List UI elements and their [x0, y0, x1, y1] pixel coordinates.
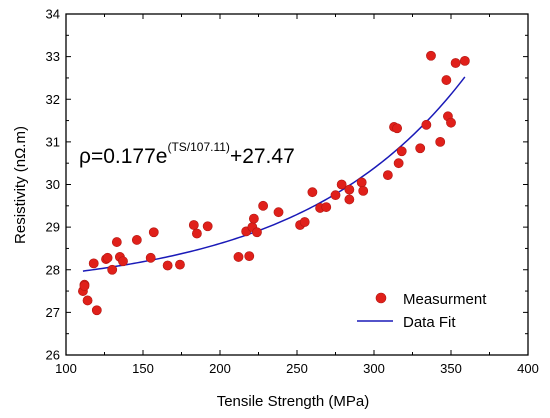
data-point [356, 177, 367, 188]
x-tick-label: 300 [363, 361, 385, 376]
y-tick-label: 33 [46, 49, 60, 64]
data-point [441, 75, 452, 85]
y-tick-label: 26 [46, 348, 60, 363]
data-point [393, 158, 404, 169]
legend-marker-measurment [375, 292, 387, 304]
data-point [202, 221, 213, 232]
data-point [273, 207, 284, 218]
data-point [435, 136, 446, 147]
y-axis-ticks: 26 27 28 29 30 31 32 33 34 [46, 7, 528, 363]
data-point [191, 228, 202, 239]
data-point [446, 117, 456, 128]
fit-equation: ρ=0.177e(TS/107.11)+27.47 [79, 140, 295, 168]
data-point [252, 227, 262, 238]
x-axis-ticks: 100 150 200 250 300 350 400 [55, 14, 539, 376]
data-point [421, 119, 432, 130]
data-point [450, 58, 461, 68]
x-tick-label: 100 [55, 361, 77, 376]
data-point [396, 146, 407, 157]
data-point [299, 217, 310, 227]
data-point [145, 252, 156, 263]
data-point [102, 252, 113, 263]
y-tick-label: 31 [46, 134, 60, 149]
data-point [392, 123, 402, 134]
y-tick-label: 34 [46, 7, 60, 22]
y-tick-label: 29 [46, 220, 60, 235]
x-tick-label: 400 [517, 361, 539, 376]
data-point [82, 295, 93, 306]
legend-label-data-fit: Data Fit [403, 314, 456, 331]
data-point [415, 143, 426, 154]
y-tick-label: 28 [46, 262, 60, 277]
data-point [459, 55, 470, 66]
data-point [244, 251, 255, 262]
fit-line-layer [82, 76, 466, 272]
x-tick-label: 200 [209, 361, 231, 376]
data-point [79, 281, 90, 291]
data-point [175, 259, 185, 270]
data-point [118, 256, 128, 267]
fit-equation-tail: +27.47 [230, 145, 295, 168]
fit-equation-base: ρ=0.177e [79, 145, 167, 168]
x-tick-label: 350 [440, 361, 462, 376]
data-point [258, 200, 269, 211]
data-point [148, 227, 159, 238]
data-point [107, 264, 118, 275]
data-point [91, 305, 102, 316]
data-point [330, 190, 341, 201]
data-point [131, 235, 142, 245]
data-point [307, 187, 318, 198]
data-points-layer [78, 50, 470, 316]
data-point [426, 50, 436, 61]
data-point [382, 170, 393, 181]
data-point [344, 184, 355, 195]
data-point [358, 185, 369, 196]
data-point [233, 252, 244, 262]
legend-label-measurment: Measurment [403, 291, 487, 308]
data-point [188, 220, 199, 230]
x-axis-title: Tensile Strength (MPa) [217, 393, 370, 410]
x-tick-label: 250 [286, 361, 308, 376]
legend: Measurment Data Fit [357, 291, 487, 331]
data-point [88, 258, 99, 269]
y-tick-label: 32 [46, 92, 60, 107]
fit-equation-exponent: (TS/107.11) [167, 140, 229, 154]
data-point [111, 237, 122, 247]
x-tick-label: 150 [132, 361, 154, 376]
data-point [344, 194, 355, 205]
data-point [321, 202, 332, 212]
y-tick-label: 30 [46, 177, 60, 192]
y-axis-title: Resistivity (nΩ.m) [12, 126, 29, 244]
data-point [336, 179, 347, 190]
y-tick-label: 27 [46, 305, 60, 320]
data-point [248, 213, 259, 224]
fit-line [82, 76, 466, 272]
data-point [162, 260, 173, 271]
